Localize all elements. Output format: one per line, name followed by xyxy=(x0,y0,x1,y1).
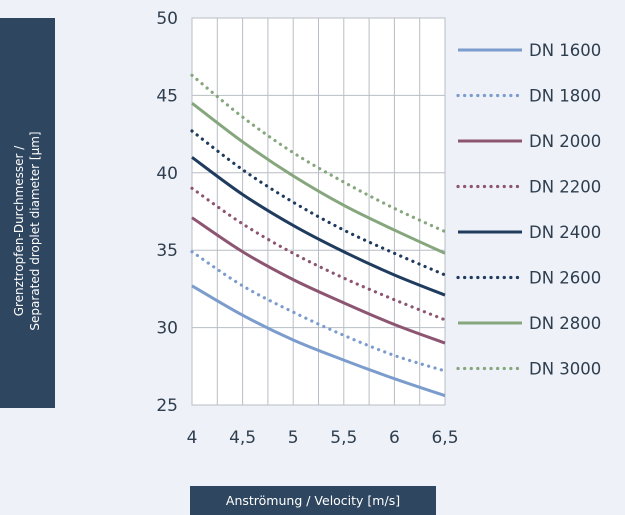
series-line-dn-2000 xyxy=(191,216,446,345)
x-tick-label: 6,5 xyxy=(431,428,458,448)
x-axis-label: Anströmung / Velocity [m/s] xyxy=(190,486,436,515)
legend-label-dn-2400: DN 2400 xyxy=(529,223,601,242)
legend-label-dn-2000: DN 2000 xyxy=(529,132,601,151)
legend-label-dn-1800: DN 1800 xyxy=(529,87,601,106)
y-tick-label: 30 xyxy=(156,319,178,339)
y-axis-label-box: Grenztropfen-Durchmesser / Separated dro… xyxy=(0,18,55,408)
x-tick-label: 4,5 xyxy=(229,428,256,448)
grid xyxy=(191,17,446,406)
series-lines xyxy=(190,73,447,398)
legend-label-dn-2600: DN 2600 xyxy=(529,269,601,288)
y-tick-label: 50 xyxy=(156,9,178,29)
series-line-dn-1800 xyxy=(190,250,447,373)
x-tick-label: 5,5 xyxy=(330,428,357,448)
y-tick-label: 45 xyxy=(156,86,178,106)
series-line-dn-2200 xyxy=(190,186,447,322)
axis-ticks: 25 30 35 40 45 50 4 4,5 5 5,5 6 6,5 xyxy=(156,9,458,448)
legend-label-dn-1600: DN 1600 xyxy=(529,41,601,60)
x-tick-label: 5 xyxy=(288,428,299,448)
legend-label-dn-2200: DN 2200 xyxy=(529,178,601,197)
y-axis-label-line2: Separated droplet diameter [µm] xyxy=(28,131,42,331)
series-line-dn-2600 xyxy=(190,129,447,277)
series-line-dn-2800 xyxy=(191,101,446,255)
x-tick-label: 6 xyxy=(389,428,400,448)
x-tick-label: 4 xyxy=(187,428,198,448)
series-line-dn-2400 xyxy=(191,156,446,297)
series-line-dn-3000 xyxy=(190,73,447,234)
series-line-dn-1600 xyxy=(191,284,446,398)
y-axis-label: Grenztropfen-Durchmesser / Separated dro… xyxy=(11,131,43,330)
y-tick-label: 35 xyxy=(156,241,178,261)
y-tick-label: 25 xyxy=(156,396,178,416)
legend: DN 1600 DN 1800 DN 2000 DN 2200 DN 2400 DN 26… xyxy=(456,41,601,379)
y-axis-label-line1: Grenztropfen-Durchmesser / xyxy=(12,145,26,317)
legend-label-dn-3000: DN 3000 xyxy=(529,360,601,379)
legend-label-dn-2800: DN 2800 xyxy=(529,314,601,333)
y-tick-label: 40 xyxy=(156,164,178,184)
